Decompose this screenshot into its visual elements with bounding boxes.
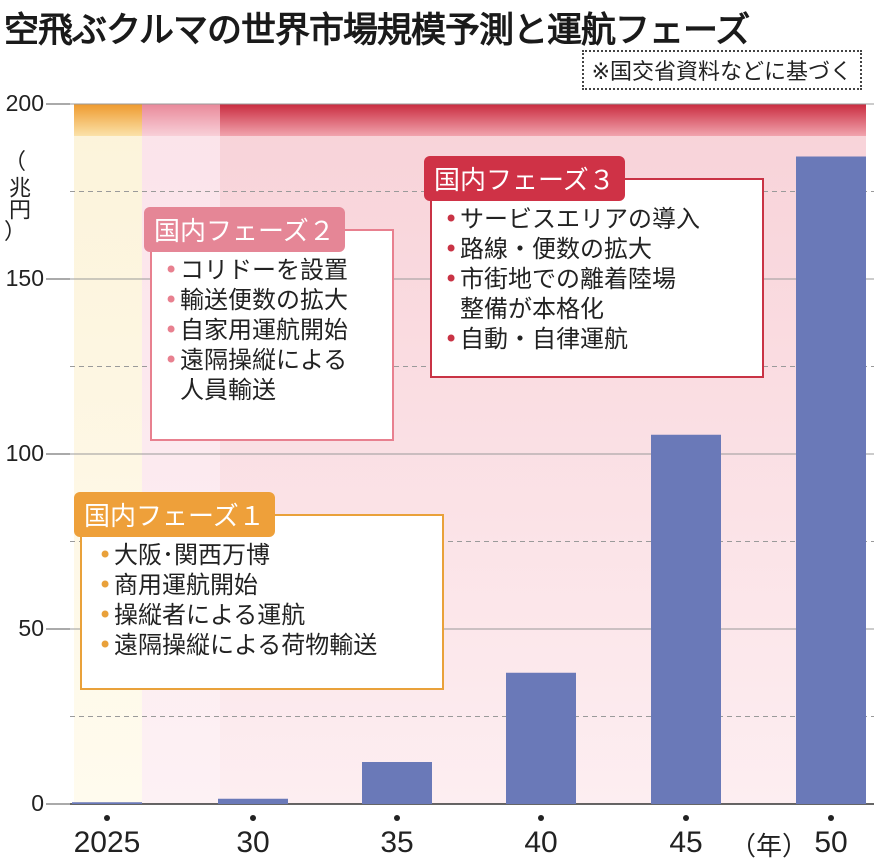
list-item: 遠隔操縦による荷物輸送 (94, 630, 442, 660)
x-tick-label: 50 (814, 826, 848, 859)
x-axis-unit: （年） (730, 832, 809, 862)
x-tick-dot (104, 815, 110, 821)
bar-30 (218, 798, 288, 804)
y-tick-label: 150 (5, 265, 44, 291)
y-tick-label: 50 (18, 615, 44, 641)
x-tick-dot (394, 815, 400, 821)
chart-title: 空飛ぶクルマの世界市場規模予測と運航フェーズ (4, 11, 750, 51)
list-item: 自動・自律運航 (440, 324, 762, 354)
list-item: 路線・便数の拡大 (440, 234, 762, 264)
list-item: 自家用運航開始 (160, 315, 392, 345)
phase-3-list: サービスエリアの導入 路線・便数の拡大 市街地での離着陸場 整備が本格化 自動・… (432, 180, 762, 354)
phase-3-box: 国内フェーズ３ サービスエリアの導入 路線・便数の拡大 市街地での離着陸場 整備… (424, 156, 764, 378)
y-tick-label: 0 (31, 790, 44, 816)
phase-2-list: コリドーを設置 輸送便数の拡大 自家用運航開始 遠隔操縦による 人員輸送 (152, 231, 392, 405)
phase-1-list: 大阪･関西万博 商用運航開始 操縦者による運航 遠隔操縦による荷物輸送 (82, 516, 442, 660)
source-note: ※国交省資料などに基づく (581, 50, 862, 90)
x-tick-label: 45 (669, 826, 703, 859)
list-item: 操縦者による運航 (94, 600, 442, 630)
bar-40 (506, 672, 576, 804)
bar-35 (362, 762, 432, 804)
x-tick-label: 35 (380, 826, 414, 859)
list-item-continued: 人員輸送 (180, 376, 276, 404)
x-tick-label: 2025 (73, 826, 141, 859)
x-tick-dot (538, 815, 544, 821)
x-tick-dot (250, 815, 256, 821)
list-item: コリドーを設置 (160, 255, 392, 285)
y-axis-unit-label: 兆円 (5, 176, 30, 220)
x-tick-dots (104, 815, 834, 821)
x-tick-label: 30 (236, 826, 270, 859)
y-tick-label: 200 (5, 90, 44, 116)
x-tick-dot (828, 815, 834, 821)
phase-1-box: 国内フェーズ１ 大阪･関西万博 商用運航開始 操縦者による運航 遠隔操縦による荷… (74, 492, 444, 690)
bar-50 (796, 156, 866, 804)
x-tick-dot (683, 815, 689, 821)
bars (72, 156, 866, 804)
y-axis-unit: （ 兆円 ） (3, 150, 30, 245)
phase-3-label: 国内フェーズ３ (424, 156, 625, 201)
bar-45 (651, 434, 721, 804)
list-item: 大阪･関西万博 (94, 540, 442, 570)
list-item: 市街地での離着陸場 (440, 264, 762, 294)
phase-1-label: 国内フェーズ１ (74, 492, 275, 537)
x-tick-label: 40 (524, 826, 558, 859)
list-item: 商用運航開始 (94, 570, 442, 600)
bar-2025 (72, 802, 142, 804)
phase-2-label: 国内フェーズ２ (144, 207, 345, 252)
phase-2-box: 国内フェーズ２ コリドーを設置 輸送便数の拡大 自家用運航開始 遠隔操縦による … (144, 207, 394, 441)
list-item-continued: 整備が本格化 (460, 295, 604, 323)
y-tick-label: 100 (5, 440, 44, 466)
list-item: 輸送便数の拡大 (160, 285, 392, 315)
list-item: 遠隔操縦による (160, 345, 392, 375)
list-item: サービスエリアの導入 (440, 204, 762, 234)
